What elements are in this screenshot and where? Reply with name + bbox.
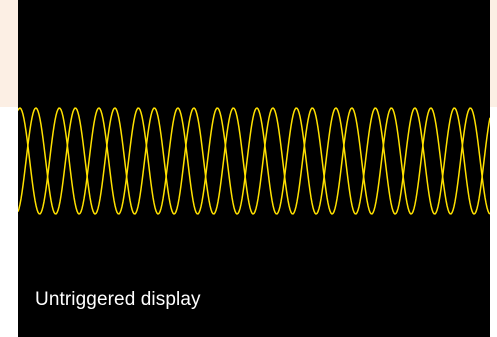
waveform-trace-1 bbox=[18, 107, 490, 215]
waveform-trace-2 bbox=[18, 107, 490, 215]
untriggered-waveform bbox=[18, 107, 490, 215]
display-caption: Untriggered display bbox=[35, 289, 201, 310]
oscilloscope-screen: Untriggered display bbox=[18, 0, 490, 337]
